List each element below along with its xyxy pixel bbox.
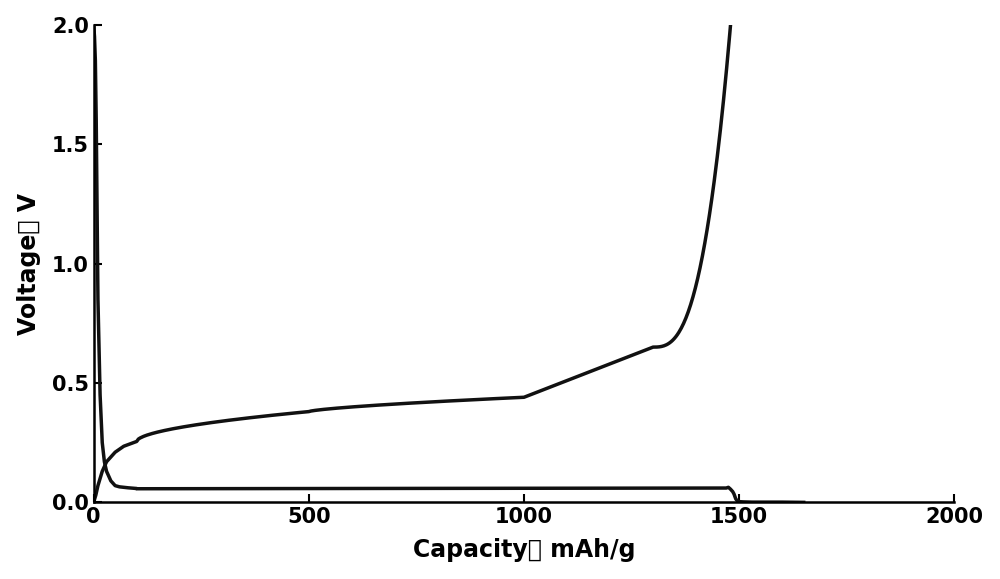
X-axis label: Capacity， mAh/g: Capacity， mAh/g (413, 538, 635, 562)
Y-axis label: Voltage， V: Voltage， V (17, 192, 41, 335)
